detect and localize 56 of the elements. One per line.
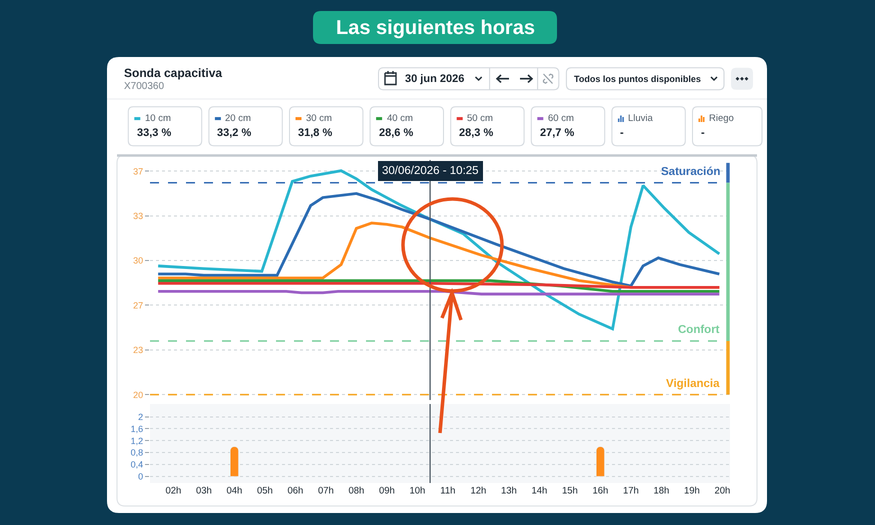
legend-label: 40 cm xyxy=(387,113,413,124)
y-tick-label: 27 xyxy=(133,300,144,310)
legend-label: 10 cm xyxy=(145,113,171,124)
legend-label: 50 cm xyxy=(467,113,493,124)
x-tick-label: 06h xyxy=(287,486,304,496)
text: X700360 xyxy=(124,81,164,92)
legend-label: Riego xyxy=(709,113,734,124)
x-tick-label: 18h xyxy=(653,486,670,496)
legend-label: 30 cm xyxy=(306,113,332,124)
y-tick-label: 0 xyxy=(138,472,144,482)
x-tick-label: 07h xyxy=(318,486,334,496)
ref-line-label: Vigilancia xyxy=(666,378,720,390)
y-tick-label: 23 xyxy=(133,345,144,356)
x-tick-label: 12h xyxy=(470,486,486,496)
y-tick-label: 0,4 xyxy=(130,460,144,470)
x-tick-label: 20h xyxy=(714,486,730,496)
text: 33,3 % xyxy=(137,127,172,139)
x-tick-label: 19h xyxy=(684,486,700,496)
x-tick-label: 05h xyxy=(256,486,273,496)
text: 27,7 % xyxy=(540,127,574,139)
text: - xyxy=(701,127,705,139)
x-tick-label: 17h xyxy=(622,486,639,496)
x-tick-label: 14h xyxy=(531,486,548,496)
ref-line-label: Confort xyxy=(678,324,720,336)
legend-label: Lluvia xyxy=(628,113,654,124)
x-tick-label: 02h xyxy=(165,486,182,496)
text: 30 jun 2026 xyxy=(405,73,464,85)
x-tick-label: 03h xyxy=(196,486,212,496)
text: 33,2 % xyxy=(217,127,252,139)
text: 31,8 % xyxy=(298,127,332,139)
y-tick-label: 20 xyxy=(133,390,144,400)
ref-line-label: Saturación xyxy=(661,166,720,178)
text: 28,3 % xyxy=(459,127,494,139)
y-tick-label: 30 xyxy=(133,256,144,266)
y-tick-label: 1,2 xyxy=(130,436,144,446)
y-tick-label: 33 xyxy=(133,211,144,222)
legend-label: 60 cm xyxy=(548,113,574,124)
x-tick-label: 13h xyxy=(500,486,517,496)
text: 28,6 % xyxy=(379,127,414,139)
x-tick-label: 04h xyxy=(226,486,242,496)
y-tick-label: 2 xyxy=(138,412,144,422)
legend-label: 20 cm xyxy=(225,113,251,124)
text: - xyxy=(620,127,624,139)
chart-title: Las siguientes horas xyxy=(336,17,535,39)
x-tick-label: 11h xyxy=(440,486,456,496)
x-tick-label: 15h xyxy=(562,486,578,496)
text: Todos los puntos disponibles xyxy=(574,74,701,84)
x-tick-label: 09h xyxy=(378,486,395,496)
y-tick-label: 1,6 xyxy=(130,424,144,434)
x-tick-label: 16h xyxy=(592,486,608,496)
x-tick-label: 08h xyxy=(348,486,364,496)
y-tick-label: 0,8 xyxy=(130,448,144,458)
y-tick-label: 37 xyxy=(133,166,144,176)
x-tick-label: 10h xyxy=(409,486,426,496)
ref-line-label: 30/06/2026 - 10:25 xyxy=(382,165,479,177)
chart-subtitle: Sonda capacitiva xyxy=(124,66,222,80)
